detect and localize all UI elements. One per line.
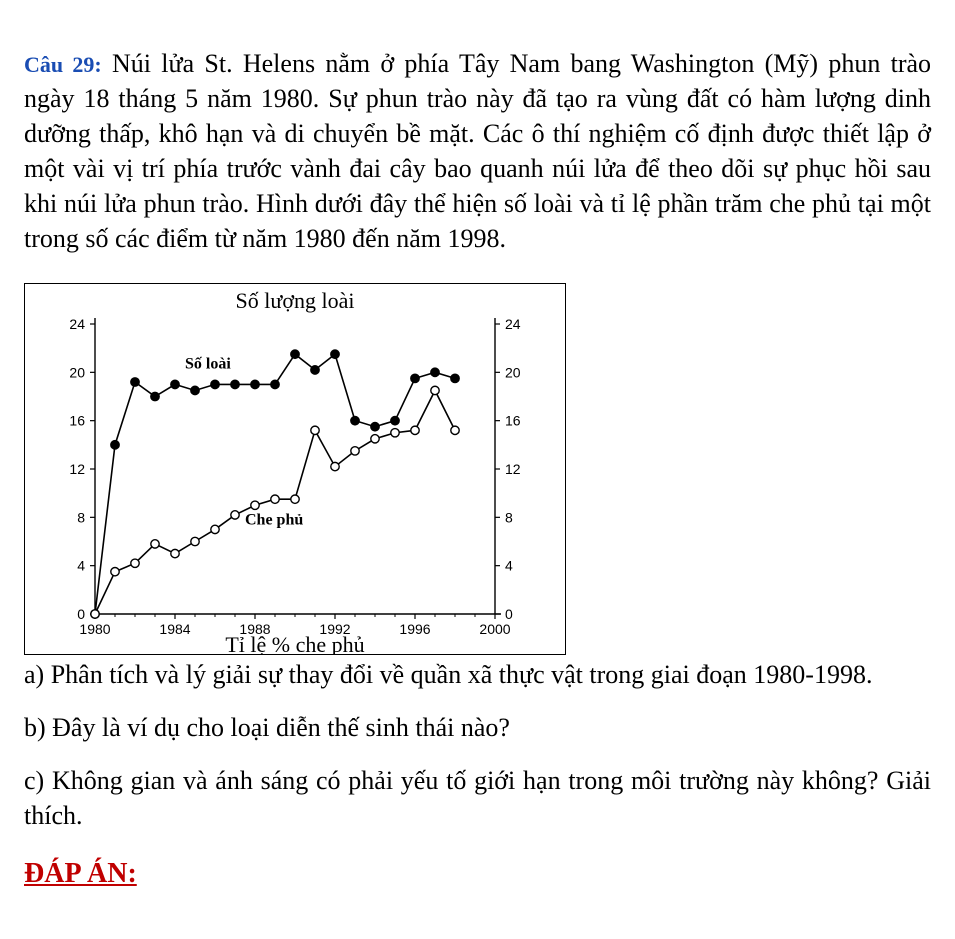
svg-text:20: 20	[69, 364, 85, 380]
svg-text:16: 16	[69, 412, 85, 428]
svg-text:0: 0	[77, 606, 85, 622]
svg-text:Che phủ: Che phủ	[245, 511, 303, 528]
svg-text:1984: 1984	[159, 621, 190, 637]
svg-text:Số lượng loài: Số lượng loài	[236, 288, 355, 313]
svg-text:4: 4	[505, 557, 513, 573]
svg-text:16: 16	[505, 412, 521, 428]
subquestion-c: c) Không gian và ánh sáng có phải yếu tố…	[24, 763, 931, 833]
svg-text:8: 8	[505, 509, 513, 525]
question-label: Câu 29:	[24, 52, 102, 77]
question-paragraph: Câu 29: Núi lửa St. Helens nằm ở phía Tâ…	[24, 46, 931, 257]
chart-figure: 0481216202404812162024198019841988199220…	[24, 283, 566, 655]
chart-svg: 0481216202404812162024198019841988199220…	[25, 284, 565, 654]
answer-label: ĐÁP ÁN:	[24, 858, 137, 889]
svg-text:0: 0	[505, 606, 513, 622]
subquestion-a: a) Phân tích và lý giải sự thay đổi về q…	[24, 657, 931, 692]
svg-text:2000: 2000	[479, 621, 510, 637]
subquestion-b: b) Đây là ví dụ cho loại diễn thế sinh t…	[24, 710, 931, 745]
svg-text:8: 8	[77, 509, 85, 525]
question-body: Núi lửa St. Helens nằm ở phía Tây Nam ba…	[24, 49, 931, 253]
svg-text:Số loài: Số loài	[185, 355, 231, 372]
svg-text:Tỉ lệ % che phủ: Tỉ lệ % che phủ	[225, 632, 364, 654]
svg-text:12: 12	[505, 461, 521, 477]
svg-text:20: 20	[505, 364, 521, 380]
svg-text:4: 4	[77, 557, 85, 573]
svg-text:24: 24	[69, 316, 85, 332]
svg-text:1980: 1980	[79, 621, 110, 637]
svg-text:1996: 1996	[399, 621, 430, 637]
svg-text:12: 12	[69, 461, 85, 477]
answer-heading: ĐÁP ÁN:	[24, 855, 931, 893]
svg-text:24: 24	[505, 316, 521, 332]
